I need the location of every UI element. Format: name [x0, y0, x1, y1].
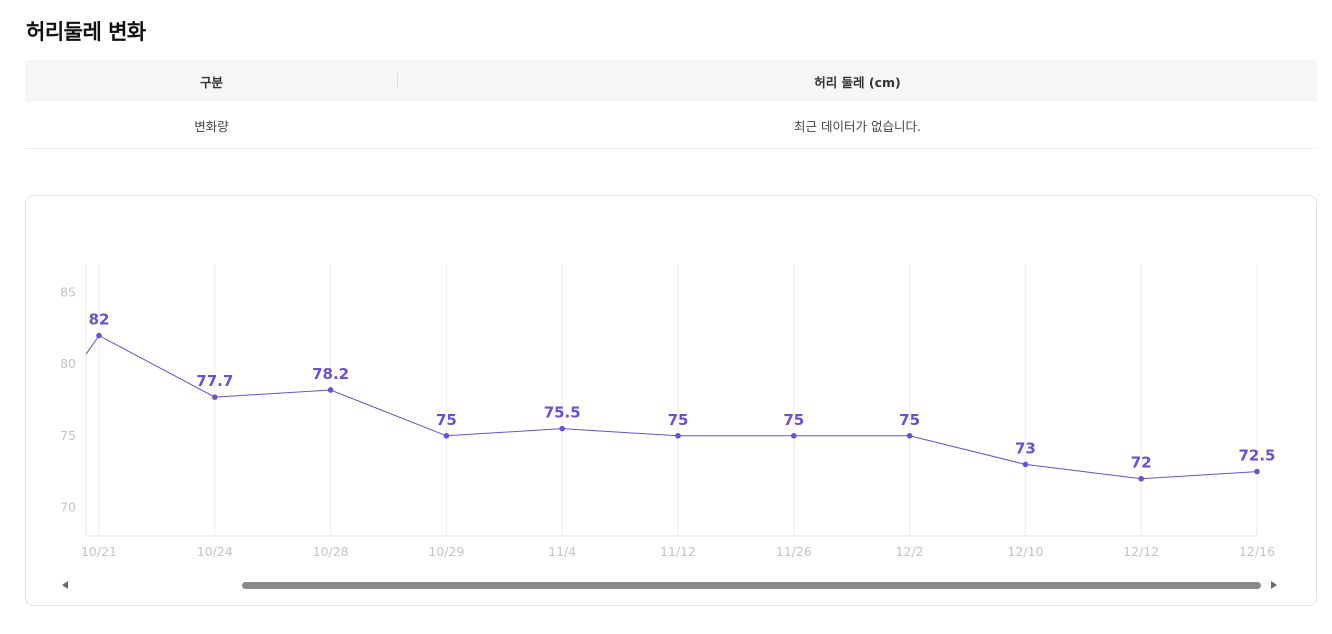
x-tick-label: 12/10 [1007, 544, 1043, 559]
data-point [906, 432, 913, 439]
data-label: 75 [899, 411, 920, 429]
y-tick-label: 85 [60, 285, 76, 300]
x-tick-label: 10/28 [313, 544, 349, 559]
data-label: 75 [668, 411, 689, 429]
data-label: 75 [783, 411, 804, 429]
x-tick-label: 10/21 [81, 544, 117, 559]
data-point [1022, 461, 1029, 468]
table-header-category: 구분 [25, 60, 398, 102]
data-point [791, 432, 797, 439]
data-label: 77.7 [196, 372, 233, 390]
table-header-waist: 허리 둘레 (cm) [398, 60, 1317, 102]
scroll-right-arrow-icon[interactable] [1271, 581, 1277, 589]
data-label: 75.5 [544, 404, 581, 422]
x-tick-label: 12/16 [1239, 544, 1275, 559]
chart-card: 70 75 80 85 10/21 10/24 10/28 10/29 11/4 11/12 11/… [25, 195, 1317, 606]
data-point [443, 432, 450, 439]
x-tick-label: 10/24 [197, 544, 233, 559]
table-cell-value: 최근 데이터가 없습니다. [398, 102, 1317, 149]
data-point [1254, 468, 1260, 475]
x-tick-label: 11/26 [776, 544, 812, 559]
scroll-left-arrow-icon[interactable] [62, 581, 68, 589]
table-header-row: 구분 허리 둘레 (cm) [25, 60, 1317, 102]
data-label: 72 [1131, 454, 1152, 472]
x-tick-label: 12/12 [1123, 544, 1159, 559]
waist-summary-table: 구분 허리 둘레 (cm) 변화량 최근 데이터가 없습니다. [25, 60, 1317, 149]
x-tick-label: 10/29 [428, 544, 464, 559]
page-title: 허리둘레 변화 [26, 20, 146, 44]
scrollbar-thumb[interactable] [241, 582, 1261, 589]
data-point [327, 387, 334, 393]
data-label: 82 [89, 311, 110, 329]
data-label: 75 [436, 411, 457, 429]
data-label: 72.5 [1238, 447, 1275, 465]
y-tick-label: 80 [60, 356, 76, 371]
table-row: 변화량 최근 데이터가 없습니다. [25, 102, 1317, 149]
x-tick-label: 11/4 [548, 544, 576, 559]
data-point [212, 394, 218, 400]
data-point [675, 432, 681, 439]
x-tick-label: 11/12 [660, 544, 696, 559]
chart-scrollbar[interactable] [56, 577, 1286, 593]
series-line [85, 334, 1258, 480]
data-label: 78.2 [312, 365, 349, 383]
data-point [96, 332, 102, 339]
y-tick-label: 75 [60, 428, 76, 443]
table-cell-label: 변화량 [25, 102, 398, 149]
data-point [1138, 475, 1144, 482]
x-tick-label: 12/2 [896, 544, 924, 559]
waist-line-chart: 70 75 80 85 10/21 10/24 10/28 10/29 11/4 11/12 11/… [60, 264, 1276, 559]
data-point [559, 425, 565, 432]
y-tick-label: 70 [60, 499, 76, 514]
data-label: 73 [1015, 439, 1036, 457]
